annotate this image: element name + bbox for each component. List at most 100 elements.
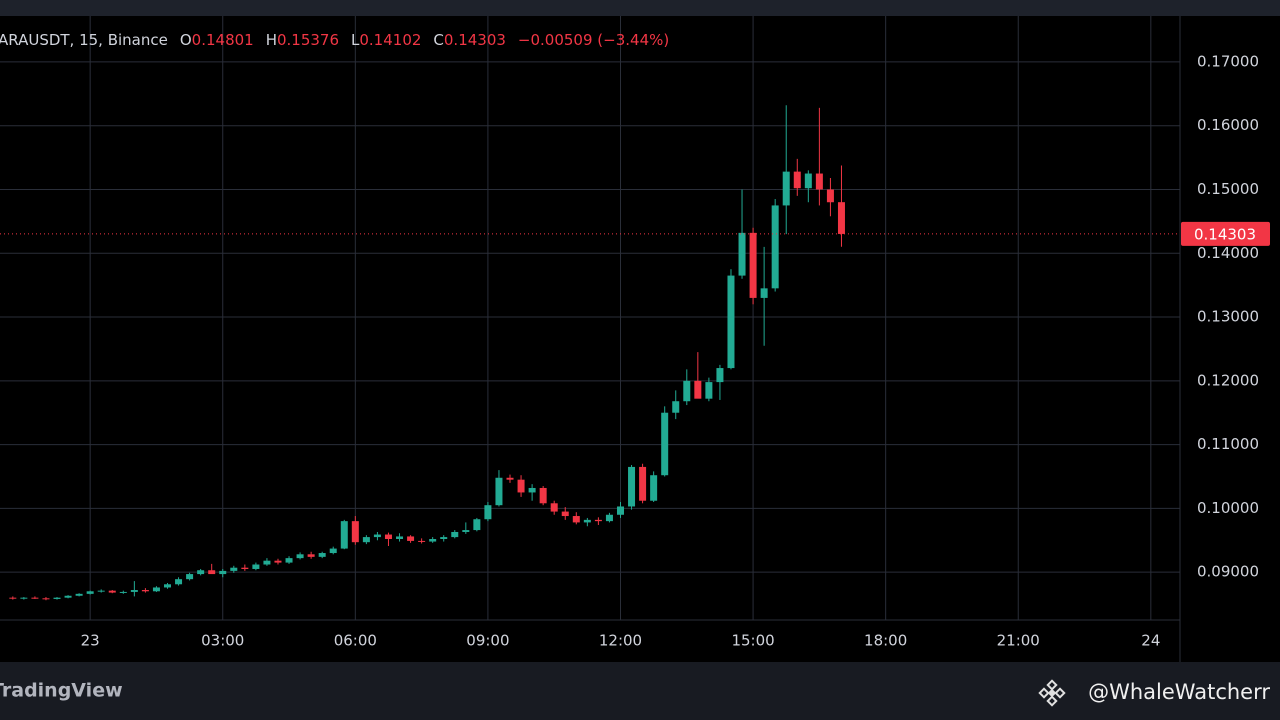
candle-body — [407, 536, 415, 541]
candle-body — [86, 591, 94, 594]
x-tick-label: 15:00 — [731, 632, 774, 650]
candle-body — [197, 570, 205, 575]
legend-change: −0.00509 (−3.44%) — [518, 31, 669, 49]
candle-body — [683, 380, 691, 402]
x-tick-label: 24 — [1141, 632, 1160, 650]
candle-body — [219, 570, 227, 575]
candle-body — [440, 537, 448, 539]
grid — [0, 16, 1180, 620]
legend-value: 0.14801 — [192, 31, 254, 49]
candle-body — [804, 173, 812, 189]
candle-body — [639, 466, 647, 501]
candle-body — [550, 503, 558, 512]
candle-body — [307, 554, 315, 557]
candle-body — [650, 475, 658, 501]
candles — [0, 105, 1180, 601]
legend-title: ARAUSDT, 15, Binance — [0, 31, 168, 49]
candle-body — [285, 558, 293, 563]
candle-body — [749, 232, 757, 298]
candle-body — [108, 590, 116, 593]
candle-body — [760, 288, 768, 298]
credit: @WhaleWatcherr — [1088, 680, 1270, 704]
y-tick-label: 0.14000 — [1197, 244, 1259, 262]
y-tick-label: 0.13000 — [1197, 308, 1259, 326]
candle-body — [351, 521, 359, 543]
watermark: TradingView — [0, 680, 123, 702]
candle-body — [837, 202, 845, 234]
x-tick-label: 18:00 — [864, 632, 907, 650]
candle-body — [561, 511, 569, 517]
x-tick-label: 03:00 — [201, 632, 244, 650]
x-tick-label: 06:00 — [334, 632, 377, 650]
candle-body — [31, 597, 39, 599]
candle-body — [373, 534, 381, 538]
y-tick-label: 0.17000 — [1197, 52, 1259, 70]
candle-body — [628, 466, 636, 507]
top-bar — [0, 0, 1280, 16]
candle-body — [572, 516, 580, 523]
candle-body — [75, 593, 83, 596]
y-tick-label: 0.16000 — [1197, 116, 1259, 134]
x-tick-label: 12:00 — [599, 632, 642, 650]
candle-body — [716, 368, 724, 383]
candle-body — [517, 479, 525, 493]
candle-body — [418, 540, 426, 542]
candle-body — [694, 380, 702, 399]
last-price-box — [1181, 221, 1270, 246]
candle-body — [771, 205, 779, 289]
candle-body — [362, 537, 370, 543]
y-tick-label: 0.15000 — [1197, 180, 1259, 198]
candle-body — [42, 598, 50, 600]
legend-value: 0.14303 — [444, 31, 506, 49]
candle-body — [119, 591, 127, 593]
bottom-bar — [0, 662, 1280, 720]
candle-body — [329, 548, 337, 554]
y-tick-label: 0.11000 — [1197, 435, 1259, 453]
plot-background — [0, 16, 1280, 662]
candle-body — [539, 487, 547, 504]
candle-body — [141, 590, 149, 592]
candle-body — [340, 521, 348, 549]
candle-body — [296, 554, 304, 559]
candle-body — [230, 567, 238, 571]
candle-body — [705, 382, 713, 399]
legend-value: 0.15376 — [277, 31, 339, 49]
candle-body — [583, 519, 591, 523]
candle-body — [727, 275, 735, 369]
candle-body — [462, 530, 470, 532]
candle-body — [429, 538, 437, 542]
x-tick-label: 23 — [81, 632, 100, 650]
candle-body — [274, 560, 282, 563]
candle-body — [186, 574, 194, 580]
candle-body — [815, 173, 823, 190]
candle-body — [451, 531, 459, 538]
x-tick-label: 09:00 — [466, 632, 509, 650]
last-price-label: 0.14303 — [1194, 225, 1256, 243]
candle-body — [208, 570, 216, 575]
candle-body — [605, 514, 613, 522]
candle-body — [396, 536, 404, 539]
candle-body — [9, 597, 17, 599]
candle-body — [738, 232, 746, 276]
legend-key: C — [433, 31, 443, 49]
candle-body — [616, 506, 624, 515]
candle-body — [263, 560, 271, 565]
candle-body — [782, 171, 790, 206]
candle-body — [97, 590, 105, 592]
y-tick-label: 0.09000 — [1197, 563, 1259, 581]
candle-body — [484, 505, 492, 520]
candle-body — [826, 189, 834, 203]
legend-key: L — [351, 31, 360, 49]
legend: ARAUSDT, 15, Binance O0.14801 H0.15376 L0.1… — [0, 31, 669, 49]
candle-body — [241, 567, 249, 569]
candle-body — [495, 477, 503, 506]
candle-body — [130, 590, 138, 592]
candle-body — [53, 597, 61, 599]
candle-body — [528, 487, 536, 493]
candle-body — [20, 597, 28, 599]
y-tick-label: 0.10000 — [1197, 499, 1259, 517]
candle-body — [594, 519, 602, 522]
candle-body — [252, 564, 260, 569]
